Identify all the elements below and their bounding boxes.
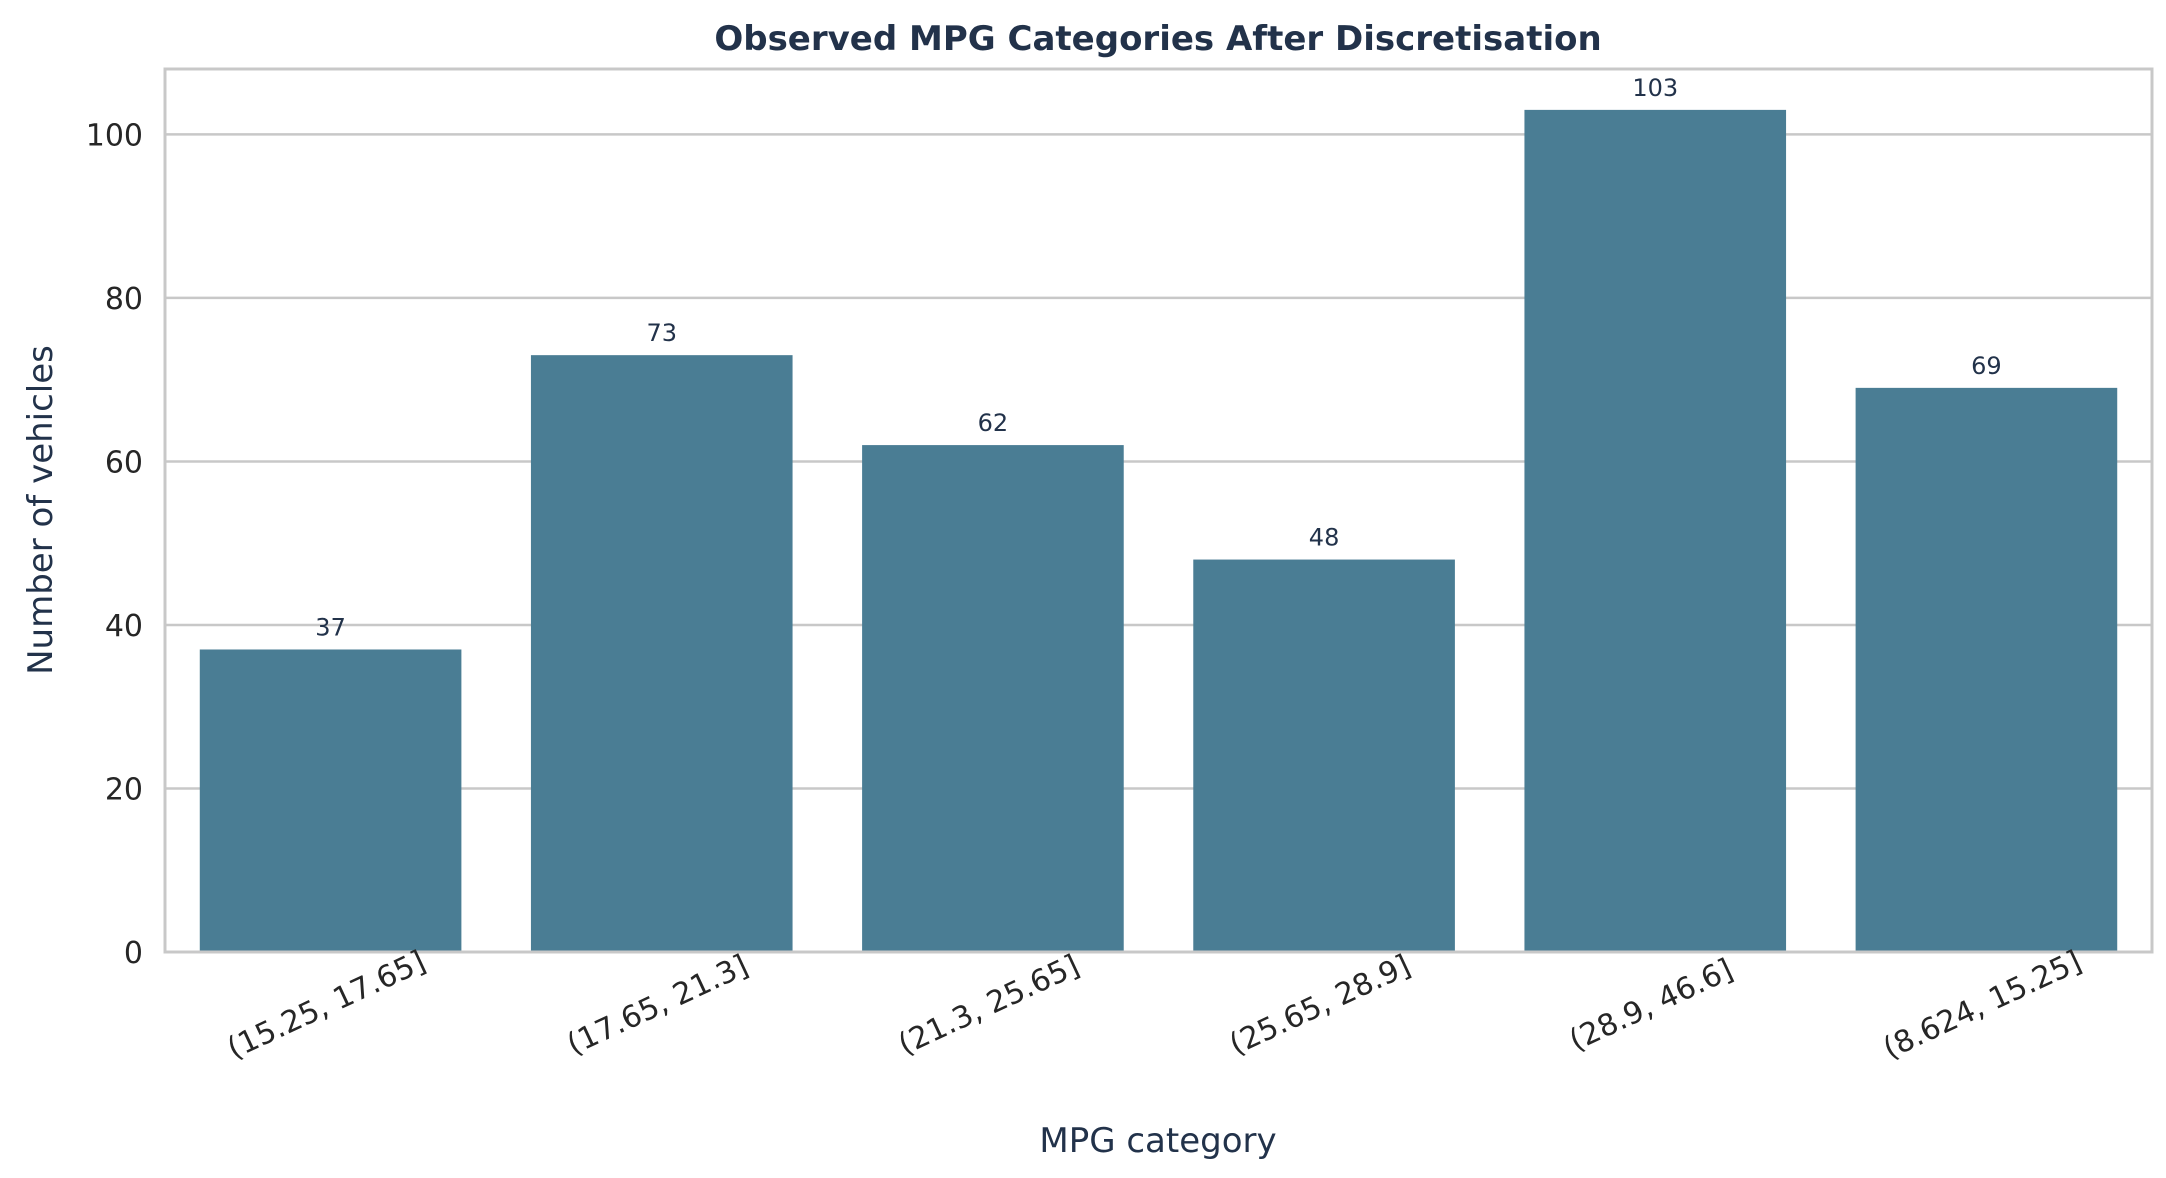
- bars-layer: [199, 109, 2118, 953]
- axes-frame: [163, 67, 2154, 954]
- y-tick-label: 100: [86, 118, 143, 153]
- data-label: 69: [1971, 352, 2002, 380]
- data-label: 37: [315, 613, 346, 641]
- grid-layer: [165, 133, 2152, 954]
- y-axis-label: Number of vehicles: [21, 345, 61, 675]
- x-tick-label: (25.65, 28.9]: [1224, 948, 1416, 1062]
- x-tick-label: (15.25, 17.65]: [222, 944, 431, 1066]
- chart-title: Observed MPG Categories After Discretisa…: [714, 19, 1601, 59]
- bar: [1193, 559, 1455, 952]
- x-tick-label: (21.3, 25.65]: [893, 948, 1085, 1062]
- data-label: 48: [1309, 524, 1340, 552]
- x-tick-label: (17.65, 21.3]: [562, 948, 754, 1062]
- y-tick-label: 20: [105, 772, 143, 807]
- bar: [530, 355, 793, 952]
- x-tick-labels: (15.25, 17.65] (17.65, 21.3] (21.3, 25.65]…: [222, 944, 2087, 1066]
- data-label: 103: [1632, 74, 1678, 102]
- y-tick-label: 0: [124, 936, 143, 971]
- bar: [862, 445, 1124, 952]
- data-label: 73: [646, 319, 677, 347]
- y-tick-label: 60: [105, 445, 143, 480]
- bar: [1855, 387, 2118, 953]
- bar: [199, 649, 462, 952]
- bar: [1524, 109, 1787, 952]
- x-axis-label: MPG category: [1039, 1121, 1276, 1161]
- y-tick-label: 80: [105, 282, 143, 317]
- x-tick-label: (28.9, 46.6]: [1564, 952, 1738, 1058]
- data-labels-layer: 37 73 62 48 103 69: [315, 74, 2001, 642]
- y-tick-label: 40: [105, 609, 143, 644]
- data-label: 62: [978, 409, 1009, 437]
- x-tick-label: (8.624, 15.25]: [1878, 944, 2087, 1066]
- y-tick-labels: 0 20 40 60 80 100: [86, 118, 143, 971]
